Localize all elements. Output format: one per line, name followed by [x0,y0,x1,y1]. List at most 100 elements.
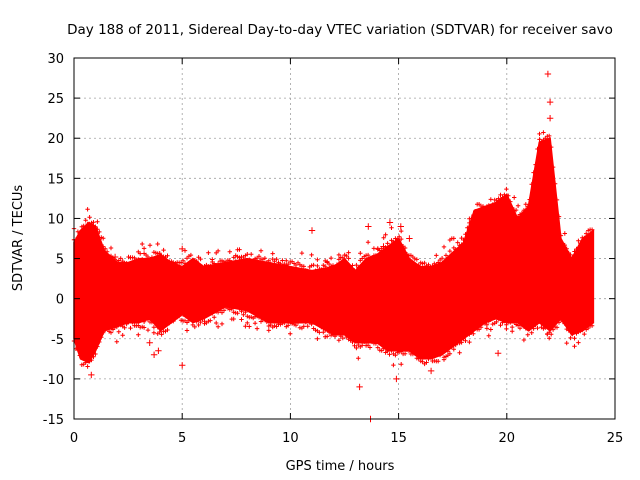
data-point [527,326,532,332]
data-point [89,220,94,226]
data-point [95,344,100,349]
data-point [83,218,88,223]
y-tick-label: -5 [51,333,64,348]
y-tick-label: 25 [47,92,64,107]
data-point [258,248,264,253]
data-point [385,241,390,246]
data-point [245,320,250,326]
data-point [196,322,201,328]
data-point [77,230,82,235]
outlier-point [427,367,435,375]
data-point [151,330,157,335]
data-point [239,317,244,322]
data-point [262,256,268,261]
data-point [504,186,509,192]
data-point [332,334,338,339]
data-point [219,321,225,327]
data-point [326,261,332,267]
data-point [521,337,527,343]
data-point [463,232,468,237]
data-point [504,322,509,327]
data-point [406,348,412,354]
data-point [502,192,507,197]
data-point [210,311,215,316]
data-point [494,319,499,325]
y-axis-label: SDTVAR / TECUs [11,185,26,292]
data-point [323,264,328,269]
data-point [488,327,493,332]
data-point [568,252,573,258]
chart-title: Day 188 of 2011, Sidereal Day-to-day VTE… [67,22,613,38]
data-point [91,354,96,359]
data-point [515,203,521,208]
data-point [198,319,203,325]
data-point [134,258,139,263]
y-tick-label: 20 [47,132,64,147]
data-point [130,320,135,325]
data-point [515,323,521,328]
data-point [206,250,211,255]
data-point [159,253,164,259]
data-point [334,262,340,267]
data-point [81,223,86,229]
data-point [289,321,295,326]
data-point [391,239,396,244]
data-point [101,236,106,241]
data-point [284,258,289,263]
outlier-point [308,227,316,234]
data-point [87,215,92,220]
data-point [286,261,291,267]
data-point [254,326,260,331]
data-point [126,319,131,325]
data-point [342,331,347,336]
data-point [214,320,219,326]
data-point [589,227,595,232]
data-point [441,259,447,264]
data-point [104,326,110,331]
data-point [424,360,429,365]
data-point [467,220,472,226]
data-point [336,252,342,258]
data-point [465,225,470,230]
data-point [531,170,536,175]
data-point [478,325,484,330]
data-point [549,144,554,150]
data-point [243,324,248,329]
data-point [486,333,491,338]
data-point [473,209,478,214]
data-point [504,326,509,332]
data-point [523,202,528,207]
data-point [245,252,250,257]
outlier-point [406,235,413,242]
x-tick-label: 20 [499,431,516,446]
data-point [325,259,330,264]
outlier-point [386,219,394,226]
data-point [268,322,273,328]
data-point [229,306,234,312]
data-point [488,317,493,322]
data-point [99,335,104,340]
data-point [141,325,147,330]
data-point [288,331,293,336]
data-point [500,195,505,200]
data-point [190,322,195,328]
data-point [171,260,176,265]
data-point [243,309,248,315]
y-tick-label: -10 [43,373,64,388]
outlier-point [150,351,158,358]
data-point [293,262,299,268]
outlier-point [88,371,95,379]
data-point [116,329,121,334]
data-point [558,316,564,322]
data-point [533,322,538,327]
data-point [416,262,421,268]
data-point [508,199,513,204]
data-point [543,136,548,141]
data-point [473,326,478,331]
data-point [556,214,562,219]
data-point [463,338,468,343]
outlier-point [146,339,153,346]
data-point [323,327,328,333]
data-point [252,321,258,326]
